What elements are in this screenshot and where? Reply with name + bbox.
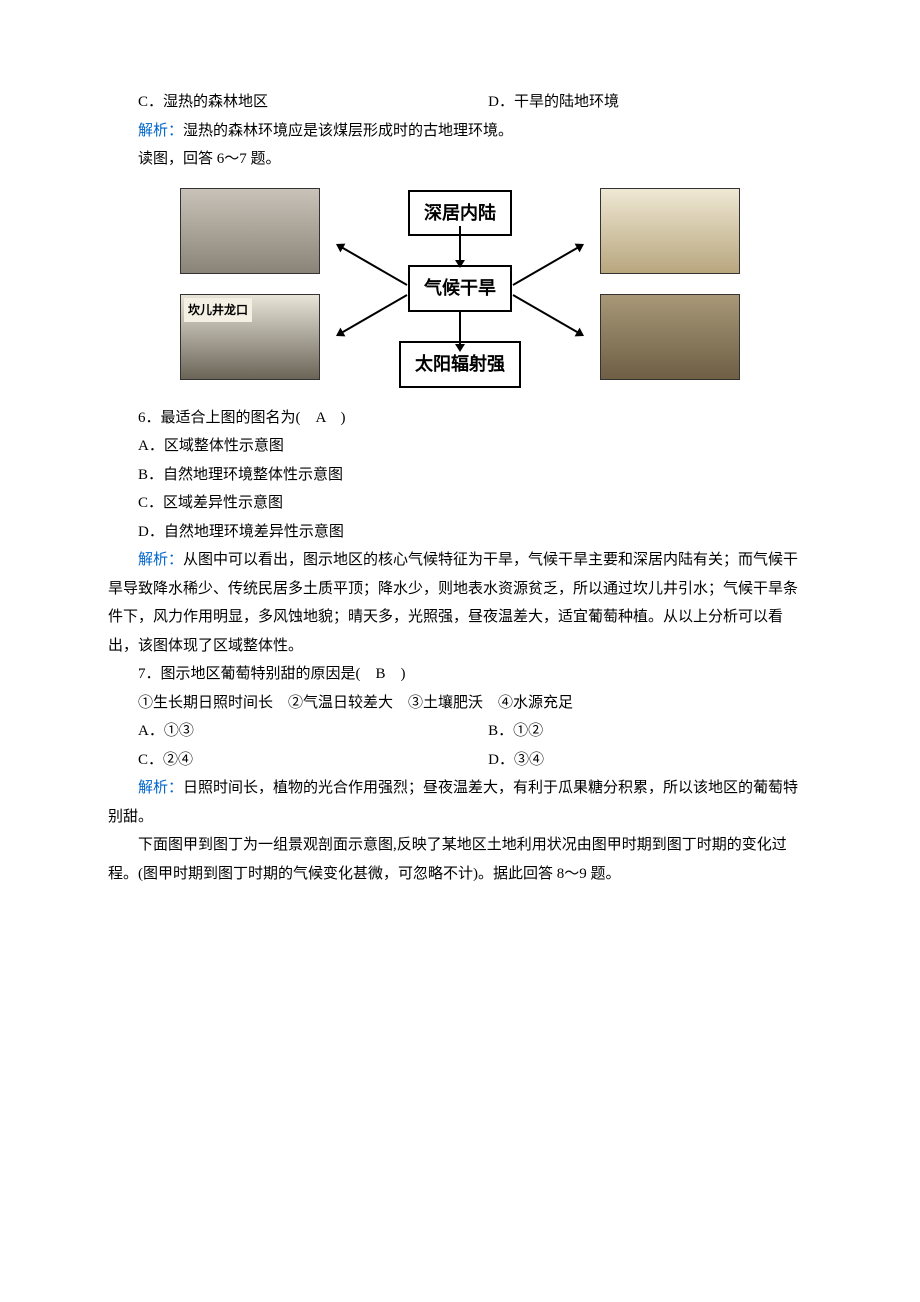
q5-jiexi-label: 解析： <box>138 123 183 139</box>
q7-jiexi-label: 解析： <box>138 780 183 796</box>
q7-option-c: C．②④ <box>108 746 488 775</box>
diagram-center-column: 深居内陆 气候干旱 太阳辐射强 <box>390 184 530 394</box>
q6-option-d: D．自然地理环境差异性示意图 <box>108 518 812 547</box>
q6-option-a: A．区域整体性示意图 <box>108 432 812 461</box>
q5-explanation: 解析：湿热的森林环境应是该煤层形成时的古地理环境。 <box>108 117 812 146</box>
q7-stem: 7．图示地区葡萄特别甜的原因是( B ) <box>108 660 812 689</box>
q6-stem: 6．最适合上图的图名为( A ) <box>108 404 812 433</box>
arrow-top-to-mid <box>459 226 461 262</box>
box-arid-climate: 气候干旱 <box>408 265 512 311</box>
q6-jiexi-label: 解析： <box>138 552 183 568</box>
q6-jiexi-text: 从图中可以看出，图示地区的核心气候特征为干旱，气候干旱主要和深居内陆有关；而气候… <box>108 552 798 654</box>
q5-jiexi-text: 湿热的森林环境应是该煤层形成时的古地理环境。 <box>183 123 513 139</box>
lead-6-7: 读图，回答 6～7 题。 <box>108 145 812 174</box>
q7-row-ab: A．①③ B．①② <box>108 717 812 746</box>
q7-option-b: B．①② <box>488 717 812 746</box>
q7-explanation: 解析：日照时间长，植物的光合作用强烈；昼夜温差大，有利于瓜果糖分积累，所以该地区… <box>108 774 812 831</box>
arrow-mid-to-bot <box>459 310 461 346</box>
q5-option-d: D．干旱的陆地环境 <box>488 88 812 117</box>
photo-bottom-right-grapes <box>600 294 740 380</box>
photo-bottom-left-karez: 坎儿井龙口 <box>180 294 320 380</box>
q5-options-row: C．湿热的森林地区 D．干旱的陆地环境 <box>108 88 812 117</box>
q7-option-d: D．③④ <box>488 746 812 775</box>
integrity-diagram: 坎儿井龙口 深居内陆 气候干旱 太阳辐射强 <box>180 184 740 394</box>
photo-top-right-desert <box>600 188 740 274</box>
q7-options-numbered: ①生长期日照时间长 ②气温日较差大 ③土壤肥沃 ④水源充足 <box>108 689 812 718</box>
q7-option-a: A．①③ <box>108 717 488 746</box>
karez-label: 坎儿井龙口 <box>184 298 252 323</box>
q7-row-cd: C．②④ D．③④ <box>108 746 812 775</box>
q5-option-c: C．湿热的森林地区 <box>108 88 488 117</box>
q6-explanation: 解析：从图中可以看出，图示地区的核心气候特征为干旱，气候干旱主要和深居内陆有关；… <box>108 546 812 660</box>
photo-top-left-dwelling <box>180 188 320 274</box>
q6-option-c: C．区域差异性示意图 <box>108 489 812 518</box>
q7-jiexi-text: 日照时间长，植物的光合作用强烈；昼夜温差大，有利于瓜果糖分积累，所以该地区的葡萄… <box>108 780 798 825</box>
lead-8-9: 下面图甲到图丁为一组景观剖面示意图,反映了某地区土地利用状况由图甲时期到图丁时期… <box>108 831 812 888</box>
q6-option-b: B．自然地理环境整体性示意图 <box>108 461 812 490</box>
